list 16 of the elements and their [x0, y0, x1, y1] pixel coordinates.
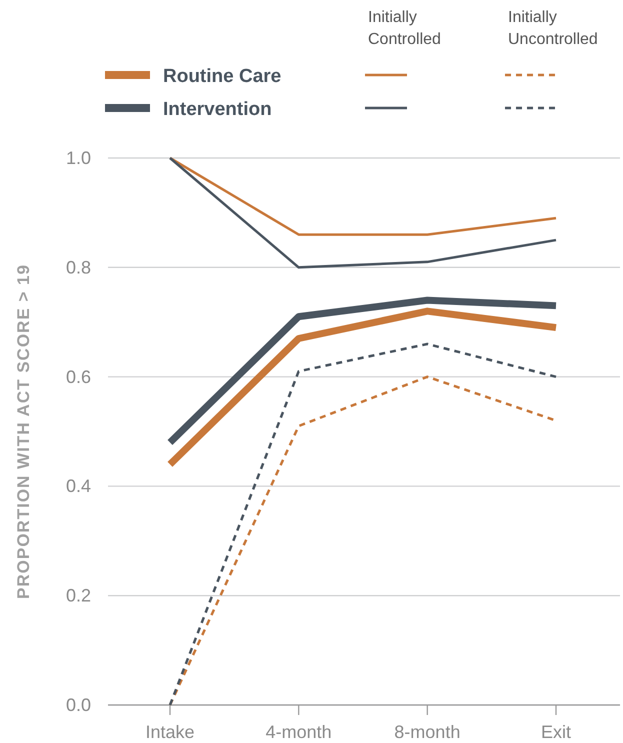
text: Initially Controlled: [368, 9, 441, 48]
text: Initially Uncontrolled: [508, 9, 598, 48]
y-tick-label: 1.0: [66, 148, 91, 168]
line-series: [168, 156, 558, 269]
x-tick-label: Exit: [540, 722, 572, 742]
y-tick-label: 0.2: [66, 586, 91, 606]
y-tick-label: 0.4: [66, 476, 91, 496]
x-tick-label: 4-month: [266, 722, 332, 742]
y-tick-label: 0.0: [66, 695, 91, 715]
legend-label: Intervention: [163, 99, 272, 120]
y-axis-title: PROPORTION WITH ACT SCORE > 19: [14, 264, 33, 599]
x-tick-label: Intake: [145, 722, 195, 742]
legend-label: Routine Care: [163, 66, 282, 87]
x-tick-label: 8-month: [394, 722, 460, 742]
y-tick-label: 0.6: [66, 366, 91, 387]
y-tick-label: 0.8: [66, 257, 91, 278]
